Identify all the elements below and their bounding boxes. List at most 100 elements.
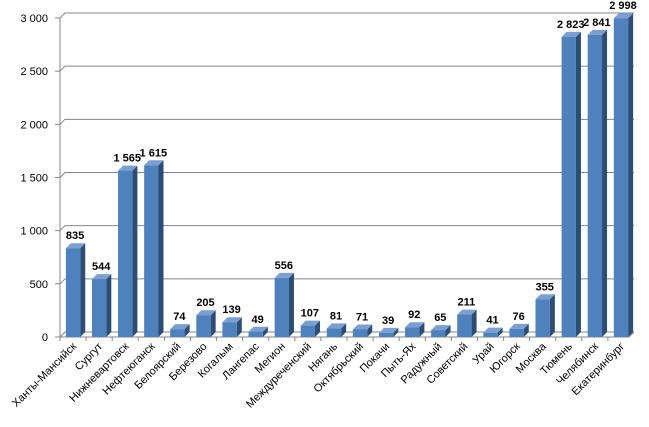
value-label: 74 (173, 311, 186, 323)
bar-side (575, 31, 581, 338)
y-tick-label: 3 000 (20, 13, 48, 25)
bar (118, 170, 133, 337)
bar (378, 332, 394, 337)
bar-top (613, 13, 634, 19)
bar-side (549, 294, 555, 337)
bar-top (378, 327, 399, 333)
bar-top (561, 31, 581, 37)
bar-side (106, 274, 112, 337)
bar-side (288, 272, 294, 337)
bar (613, 18, 629, 337)
value-label: 2 841 (583, 17, 611, 29)
y-tick-label: 500 (30, 279, 48, 291)
bar-side (628, 13, 634, 337)
bar-side (158, 160, 164, 337)
bar-top (144, 160, 164, 166)
grid-line (59, 278, 634, 285)
grid-line (59, 65, 634, 72)
bar-top (457, 309, 477, 315)
bar-side (132, 165, 138, 337)
bar-top (118, 165, 138, 171)
bar (509, 328, 524, 337)
bar (535, 299, 550, 337)
bar-side (80, 243, 86, 337)
bar-side (497, 327, 503, 337)
y-tick-label: 1 000 (20, 226, 48, 238)
bar (65, 248, 81, 337)
bar-side (419, 322, 425, 337)
bar (144, 165, 159, 337)
bar (326, 328, 342, 337)
value-label: 211 (458, 297, 476, 309)
value-label: 41 (486, 315, 498, 327)
value-label: 92 (408, 309, 420, 321)
bar (431, 330, 446, 337)
value-label: 556 (275, 260, 293, 272)
value-label: 835 (66, 230, 84, 242)
value-label: 76 (512, 311, 524, 323)
value-label: 2 998 (609, 0, 637, 12)
value-label: 205 (196, 297, 214, 309)
bar-side (315, 320, 321, 337)
y-tick-label: 0 (42, 332, 48, 344)
bar-top (65, 243, 86, 249)
bar-top (248, 326, 268, 332)
bar-side (523, 323, 529, 337)
bar (222, 322, 237, 337)
bar (170, 329, 185, 337)
bar (274, 277, 289, 337)
bar (300, 325, 316, 337)
bar-top (91, 274, 112, 280)
bar-side (471, 309, 477, 337)
value-label: 81 (330, 310, 342, 322)
bar (196, 315, 211, 337)
bar-top (300, 320, 321, 326)
bar (405, 327, 420, 337)
y-tick-label: 2 000 (20, 119, 48, 131)
value-label: 71 (356, 311, 368, 323)
bar-side (367, 324, 373, 337)
grid-line (59, 118, 634, 125)
bar-side (445, 325, 451, 337)
bar-top (196, 310, 216, 316)
value-label: 1 615 (140, 147, 168, 159)
bar-side (602, 29, 608, 337)
bar-side (210, 310, 216, 337)
grid-line (59, 172, 634, 178)
bar-top (483, 327, 503, 333)
bar-top (431, 325, 451, 331)
value-label: 65 (434, 312, 446, 324)
value-label: 544 (92, 261, 111, 273)
value-label: 49 (252, 314, 264, 326)
grid-line (59, 12, 634, 19)
bar (91, 279, 107, 337)
bar-side (236, 317, 242, 337)
bar (457, 314, 472, 337)
bar-top (170, 324, 190, 330)
bar-side (393, 327, 399, 337)
x-tick-label: Ханты-Мансийск (10, 341, 79, 410)
value-label: 355 (536, 281, 554, 293)
value-label: 1 565 (113, 153, 141, 165)
bar-top (274, 272, 294, 278)
bar-top (326, 323, 347, 329)
grid-line (59, 225, 634, 232)
bar-top (509, 323, 529, 329)
bar-top (535, 294, 555, 300)
bar (561, 36, 576, 338)
value-label: 2 823 (557, 19, 585, 31)
bar-top (405, 322, 425, 328)
bar (248, 331, 263, 337)
value-label: 139 (222, 304, 240, 316)
bar-top (222, 317, 242, 323)
y-tick-label: 1 500 (20, 173, 48, 185)
value-label: 39 (382, 315, 394, 327)
bar-top (352, 324, 373, 330)
bar-side (262, 326, 268, 337)
bar-side (341, 323, 347, 337)
y-tick-label: 2 500 (20, 66, 48, 78)
bar (587, 34, 603, 337)
bar-side (184, 324, 190, 337)
value-label: 107 (301, 308, 319, 320)
